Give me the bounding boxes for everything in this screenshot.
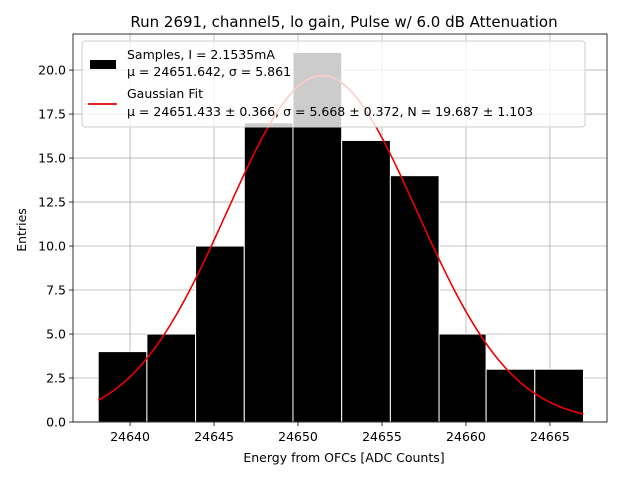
histogram-bar bbox=[243, 122, 294, 423]
chart-title: Run 2691, channel5, lo gain, Pulse w/ 6.… bbox=[130, 13, 557, 31]
histogram-bar bbox=[389, 175, 440, 423]
legend-box bbox=[81, 40, 586, 128]
legend-samples-line2: μ = 24651.642, σ = 5.861 bbox=[127, 64, 291, 79]
x-tick-label: 24650 bbox=[278, 429, 318, 444]
y-tick-label: 17.5 bbox=[38, 107, 66, 122]
y-tick-label: 15.0 bbox=[38, 151, 66, 166]
x-tick-label: 24655 bbox=[362, 429, 402, 444]
legend: Samples, I = 2.1535mA μ = 24651.642, σ =… bbox=[81, 40, 586, 128]
x-tick-label: 24645 bbox=[194, 429, 234, 444]
histogram-bar bbox=[146, 333, 197, 423]
axes-frame bbox=[72, 33, 608, 423]
x-tick-label: 24660 bbox=[446, 429, 486, 444]
y-tick-label: 12.5 bbox=[38, 195, 66, 210]
y-tick-label: 2.5 bbox=[46, 371, 66, 386]
histogram-bar bbox=[341, 139, 391, 423]
histogram-bar bbox=[195, 245, 245, 423]
y-tick-label: 0.0 bbox=[46, 415, 66, 430]
legend-fit-line2: μ = 24651.433 ± 0.366, σ = 5.668 ± 0.372… bbox=[127, 104, 533, 119]
histogram-bar bbox=[485, 368, 536, 423]
y-tick-label: 20.0 bbox=[38, 63, 66, 78]
y-axis-ticks: 0.0 2.5 5.0 7.5 10.0 12.5 15.0 17.5 20.0 bbox=[38, 63, 73, 430]
histogram-bar bbox=[97, 351, 148, 423]
y-tick-label: 10.0 bbox=[38, 239, 66, 254]
y-tick-label: 5.0 bbox=[46, 327, 66, 342]
legend-swatch-samples bbox=[90, 60, 116, 69]
x-axis-ticks: 24640 24645 24650 24655 24660 24665 bbox=[110, 422, 570, 444]
x-tick-label: 24665 bbox=[530, 429, 570, 444]
histogram-bar bbox=[534, 368, 584, 423]
x-tick-label: 24640 bbox=[110, 429, 150, 444]
legend-samples-line1: Samples, I = 2.1535mA bbox=[127, 47, 275, 62]
y-axis-label: Entries bbox=[14, 208, 29, 252]
legend-fit-line1: Gaussian Fit bbox=[127, 86, 203, 101]
x-axis-label: Energy from OFCs [ADC Counts] bbox=[243, 450, 444, 465]
y-tick-label: 7.5 bbox=[46, 283, 66, 298]
histogram-bar bbox=[438, 333, 487, 423]
